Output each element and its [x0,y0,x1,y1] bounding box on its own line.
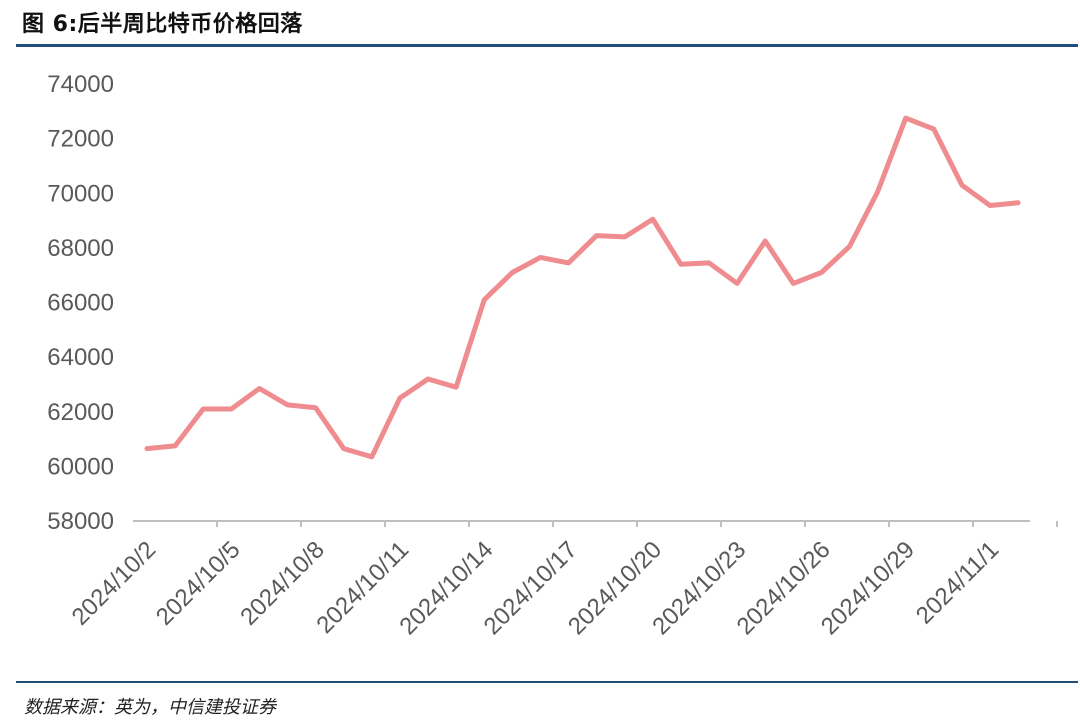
source-note: 数据来源：英为，中信建投证券 [24,697,276,718]
y-tick-label: 60000 [47,453,114,480]
y-tick-label: 72000 [47,126,114,153]
x-tick-label: 2024/10/5 [151,536,246,631]
y-tick-label: 64000 [47,344,114,371]
figure-title: 图 6:后半周比特币价格回落 [22,12,303,37]
bottom-rule [16,681,1078,683]
y-tick-label: 68000 [47,235,114,262]
x-tick-label: 2024/11/1 [911,536,1004,629]
series-layer [144,115,1021,460]
y-tick-label: 74000 [47,71,114,98]
price-series-line [144,115,1021,460]
x-tick-label: 2024/10/2 [67,536,162,631]
y-tick-label: 70000 [47,180,114,207]
y-axis: 74000 72000 70000 68000 66000 64000 62000 60000… [47,71,114,535]
y-tick-label: 62000 [47,399,114,426]
line-chart: 74000 72000 70000 68000 66000 64000 62000 60000… [47,71,1058,640]
y-tick-label: 58000 [47,508,114,535]
x-axis: 2024/10/22024/10/52024/10/82024/10/11202… [67,520,1058,640]
top-rule [16,44,1078,47]
y-tick-label: 66000 [47,290,114,317]
